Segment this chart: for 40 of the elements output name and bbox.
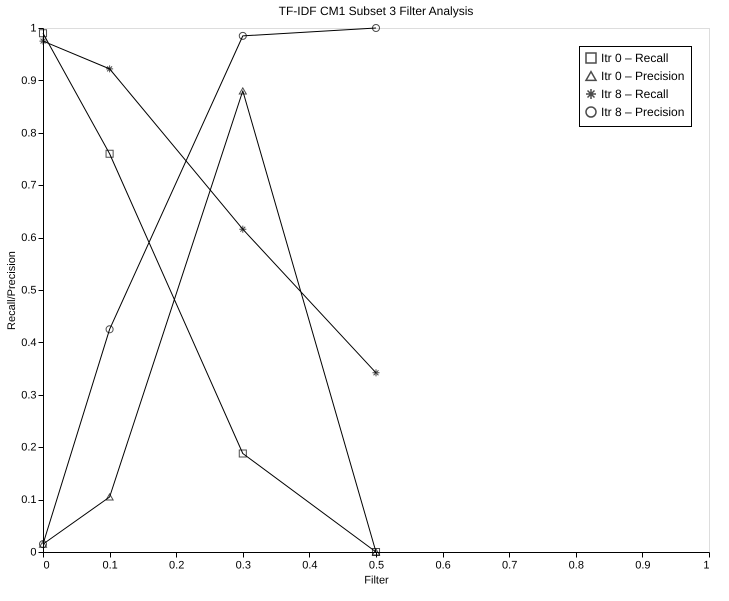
x-tick-label: 0 bbox=[44, 560, 50, 572]
x-tick-label: 0.4 bbox=[302, 560, 318, 572]
point bbox=[372, 368, 380, 377]
y-tick-label: 0.9 bbox=[21, 74, 36, 87]
y-axis-title: Recall/Precision bbox=[6, 251, 18, 330]
x-axis-title: Filter bbox=[364, 574, 390, 586]
x-tick-label: 0.5 bbox=[368, 560, 384, 572]
y-tick-label: 1 bbox=[30, 22, 36, 34]
legend-label: Itr 8 – Precision bbox=[601, 105, 684, 119]
x-tick-label: 0.8 bbox=[568, 560, 584, 572]
point bbox=[238, 449, 247, 458]
y-tick-label: 0.3 bbox=[21, 389, 36, 402]
point bbox=[106, 150, 114, 158]
point bbox=[372, 24, 380, 32]
legend-label: Itr 8 – Recall bbox=[601, 87, 668, 101]
x-tick-label: 0.9 bbox=[635, 560, 651, 572]
legend-label: Itr 0 – Recall bbox=[601, 51, 668, 65]
point bbox=[106, 493, 114, 501]
x-tick-label: 0.3 bbox=[236, 560, 251, 572]
y-tick-label: 0.6 bbox=[21, 232, 36, 244]
y-tick-label: 0 bbox=[30, 546, 36, 558]
x-tick-label: 0.1 bbox=[102, 560, 118, 572]
y-tick-label: 0.2 bbox=[21, 442, 36, 454]
legend-label: Itr 0 – Precision bbox=[601, 69, 684, 83]
point bbox=[106, 64, 114, 73]
x-tick-label: 0.2 bbox=[169, 560, 184, 572]
x-tick-label: 0.6 bbox=[435, 560, 451, 572]
point bbox=[238, 87, 247, 94]
y-tick-label: 0.1 bbox=[21, 494, 36, 506]
y-tick-label: 0.4 bbox=[21, 336, 36, 349]
x-tick-label: 1 bbox=[703, 560, 710, 572]
point bbox=[106, 325, 114, 334]
y-tick-label: 0.8 bbox=[21, 127, 36, 140]
point bbox=[238, 225, 247, 234]
y-tick-label: 0.5 bbox=[21, 284, 36, 296]
chart-title: TF-IDF CM1 Subset 3 Filter Analysis bbox=[278, 4, 474, 18]
x-tick-label: 0.7 bbox=[502, 560, 518, 572]
point bbox=[238, 32, 247, 40]
y-tick-label: 0.7 bbox=[21, 180, 36, 192]
point bbox=[38, 37, 48, 46]
